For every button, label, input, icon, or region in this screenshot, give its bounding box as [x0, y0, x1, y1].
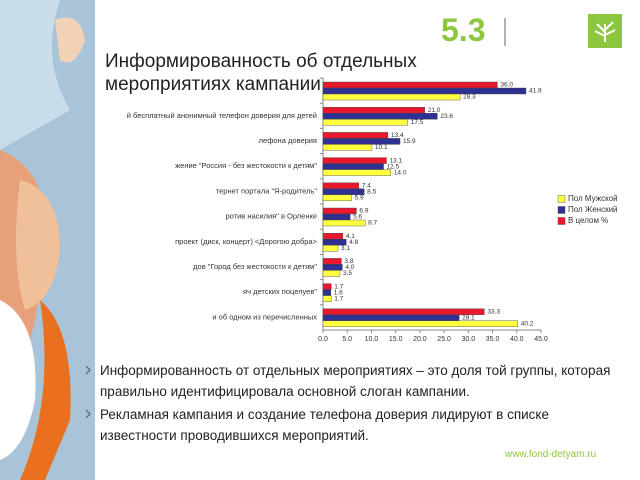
- photo: [0, 0, 95, 480]
- y-tick-label: жение "Россия - без жестокости к детям": [175, 161, 317, 170]
- value-label: 1.6: [334, 289, 343, 296]
- bar: [322, 132, 389, 139]
- x-tick-label: 0.0: [318, 336, 328, 343]
- legend-label: В целом %: [568, 216, 608, 225]
- y-tick-label: проект (диск, концерт) <Дорогою добра>: [175, 237, 317, 246]
- value-label: 1.7: [334, 283, 343, 290]
- bar: [322, 93, 461, 101]
- bullet-marker: [85, 365, 91, 375]
- value-label: 8.7: [368, 220, 377, 227]
- value-label: 3.5: [343, 270, 352, 277]
- y-tick-label: ротив насилия" в Орленке: [225, 212, 317, 221]
- y-tick-label: й бесплатный анонимный телефон доверия д…: [127, 111, 317, 120]
- logo: [588, 14, 622, 48]
- bar: [322, 308, 485, 315]
- bar: [322, 182, 360, 190]
- bar: [322, 264, 343, 271]
- bullet: Информированность от отдельных мероприят…: [100, 363, 611, 399]
- legend-swatch: [557, 217, 566, 225]
- value-label: 13.1: [389, 157, 402, 164]
- bar: [322, 144, 373, 151]
- plot: 0.0 5.0 10.0 15.0 20.0 25.0 30.0 35.0 40.0 45.0 й …: [127, 77, 618, 343]
- bar: [322, 270, 341, 277]
- value-label: 17.5: [411, 119, 424, 126]
- x-tick-label: 15.0: [389, 336, 403, 343]
- value-label: 10.1: [375, 144, 388, 151]
- bar: [322, 244, 339, 252]
- value-label: 7.4: [362, 183, 371, 190]
- bar: [322, 138, 401, 145]
- chart-title: Информированность об отдельных мероприят…: [105, 51, 417, 95]
- x-tick-label: 45.0: [534, 336, 548, 343]
- value-label: 1.7: [334, 295, 343, 302]
- slide-number: 5.3: [441, 12, 486, 48]
- value-label: 8.5: [367, 189, 376, 196]
- bar: [322, 283, 332, 290]
- x-tick-label: 25.0: [437, 336, 451, 343]
- x-tick-label: 10.0: [365, 336, 379, 343]
- bar: [322, 157, 387, 164]
- bullet: Рекламная кампания и создание телефона д…: [100, 407, 549, 443]
- value-label: 3.1: [341, 245, 350, 252]
- bar: [322, 289, 331, 296]
- value-label: 5.6: [353, 214, 362, 221]
- legend-swatch: [557, 206, 566, 214]
- value-label: 6.9: [359, 208, 368, 215]
- legend-label: Пол Женский: [568, 205, 618, 214]
- value-label: 4.1: [346, 233, 355, 240]
- x-tick-label: 40.0: [510, 336, 524, 343]
- value-label: 41.9: [529, 88, 542, 95]
- value-label: 4.0: [345, 264, 354, 271]
- value-label: 23.6: [440, 113, 453, 120]
- value-label: 33.3: [487, 309, 500, 316]
- value-label: 5.9: [355, 195, 364, 202]
- x-tick-label: 30.0: [462, 336, 476, 343]
- bar: [322, 118, 408, 126]
- legend-label: Пол Мужской: [568, 194, 618, 203]
- bar: [322, 213, 351, 221]
- value-label: 28.3: [463, 94, 476, 101]
- y-tick-label: лефона доверия: [259, 136, 317, 145]
- bullet-marker: [85, 409, 91, 419]
- footer: www.fond-detyam.ru: [505, 449, 597, 460]
- y-tick-label: и об одном из перечисленных: [212, 312, 317, 321]
- value-label: 13.4: [391, 132, 404, 139]
- bar: [322, 169, 392, 176]
- legend-swatch: [557, 195, 566, 203]
- y-tick-label: тернет портала "Я-родитель": [216, 186, 318, 195]
- value-label: 12.5: [387, 163, 400, 170]
- y-tick-label: дов "Город без жестокости к детям": [193, 262, 317, 271]
- bar: [322, 219, 366, 227]
- bar: [322, 207, 357, 215]
- bar: [322, 320, 518, 327]
- bar: [322, 258, 342, 265]
- bar: [322, 194, 352, 202]
- x-tick-label: 35.0: [486, 336, 500, 343]
- bar: [322, 232, 344, 240]
- bar: [322, 295, 332, 302]
- x-tick-label: 5.0: [342, 336, 352, 343]
- bar: [322, 314, 460, 321]
- value-label: 40.2: [521, 321, 534, 328]
- category-labels: й бесплатный анонимный телефон доверия д…: [127, 111, 318, 322]
- y-tick-label: яч детских поцелуев": [243, 287, 317, 296]
- value-label: 28.1: [462, 315, 475, 322]
- value-label: 3.8: [344, 258, 353, 265]
- value-label: 14.0: [394, 169, 407, 176]
- value-label: 15.9: [403, 138, 416, 145]
- value-label: 36.0: [500, 82, 513, 89]
- value-label: 4.8: [349, 239, 358, 246]
- x-tick-label: 20.0: [413, 336, 427, 343]
- value-label: 21.0: [428, 107, 441, 114]
- bar: [322, 163, 384, 170]
- bar: [322, 106, 425, 114]
